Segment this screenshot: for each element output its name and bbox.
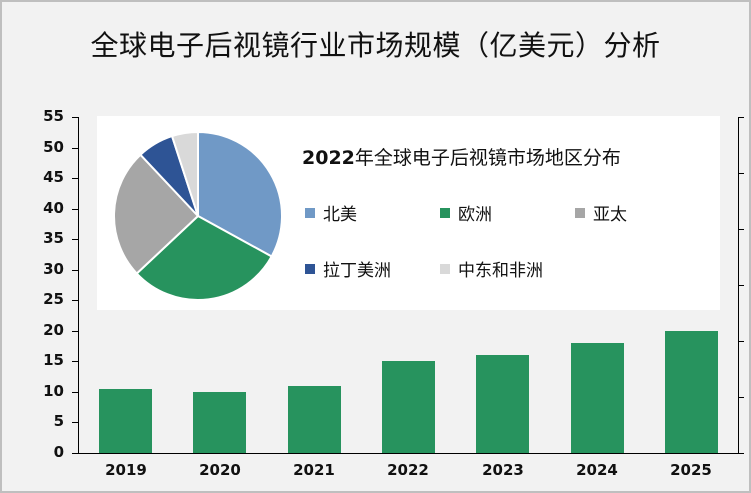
x-axis-line	[72, 453, 738, 454]
y-tick	[72, 422, 78, 423]
bar-2019	[99, 389, 152, 453]
x-tick-label-2025: 2025	[670, 461, 712, 479]
y-tick-label: 55	[43, 107, 64, 125]
x-tick-label-2019: 2019	[105, 461, 147, 479]
y-tick-label: 10	[43, 382, 64, 400]
x-tick-label-2024: 2024	[576, 461, 618, 479]
bar-2021	[288, 386, 341, 453]
bar-2025	[665, 331, 718, 453]
legend-label: 欧洲	[458, 205, 492, 225]
pie-chart	[113, 130, 283, 301]
y-tick	[72, 453, 78, 454]
y-tick-label: 30	[43, 260, 64, 278]
legend-item-4: 拉丁美洲	[305, 256, 391, 281]
legend-swatch-icon	[305, 207, 315, 218]
pie-chart-inset: 2022年全球电子后视镜市场地区分布 北美 欧洲 亚太拉丁美洲 中东和非洲	[97, 116, 720, 310]
y-tick	[72, 300, 78, 301]
y-tick-label: 35	[43, 229, 64, 247]
secondary-y-tick	[738, 453, 744, 454]
chart-title: 全球电子后视镜行业市场规模（亿美元）分析	[90, 29, 661, 62]
secondary-y-tick	[738, 397, 744, 398]
legend-label: 亚太	[593, 205, 627, 225]
pie-slice-2	[135, 214, 273, 301]
y-tick-label: 0	[53, 443, 64, 461]
legend-label: 中东和非洲	[458, 261, 543, 281]
bar-2022	[382, 361, 435, 453]
legend-item-1: 北美	[305, 200, 357, 225]
y-tick-label: 40	[43, 199, 64, 217]
secondary-y-tick	[738, 285, 744, 286]
y-tick-label: 5	[53, 412, 64, 430]
bar-2024	[571, 343, 624, 453]
legend-swatch-icon	[440, 207, 450, 218]
x-tick-label-2020: 2020	[199, 461, 241, 479]
pie-slice-3	[113, 153, 200, 275]
y-tick-label: 20	[43, 321, 64, 339]
legend-item-5: 中东和非洲	[440, 256, 543, 281]
secondary-y-tick	[738, 173, 744, 174]
y-tick	[72, 270, 78, 271]
y-tick	[72, 392, 78, 393]
legend-label: 北美	[323, 205, 357, 225]
legend-item-3: 亚太	[575, 200, 627, 225]
secondary-y-tick	[738, 117, 744, 118]
secondary-y-tick	[738, 229, 744, 230]
x-tick-label-2022: 2022	[387, 461, 429, 479]
legend-swatch-icon	[575, 207, 585, 218]
legend-swatch-icon	[440, 263, 450, 274]
x-tick-label-2021: 2021	[293, 461, 335, 479]
y-tick	[72, 331, 78, 332]
y-tick	[72, 209, 78, 210]
y-tick-label: 25	[43, 290, 64, 308]
pie-chart-title: 2022年全球电子后视镜市场地区分布	[302, 147, 621, 169]
bar-2023	[476, 355, 529, 453]
secondary-y-tick	[738, 341, 744, 342]
y-tick	[72, 239, 78, 240]
y-tick-label: 45	[43, 168, 64, 186]
legend-item-2: 欧洲	[440, 200, 492, 225]
y-axis-line	[78, 117, 79, 453]
y-tick	[72, 361, 78, 362]
pie-slice-5	[170, 130, 199, 217]
legend-label: 拉丁美洲	[323, 261, 391, 281]
x-tick-label-2023: 2023	[482, 461, 524, 479]
legend-swatch-icon	[305, 263, 315, 274]
bar-2020	[193, 392, 246, 453]
pie-slice-1	[197, 130, 283, 258]
y-tick-label: 50	[43, 138, 64, 156]
y-tick	[72, 178, 78, 179]
y-tick	[72, 148, 78, 149]
y-tick	[72, 117, 78, 118]
y-tick-label: 15	[43, 351, 64, 369]
